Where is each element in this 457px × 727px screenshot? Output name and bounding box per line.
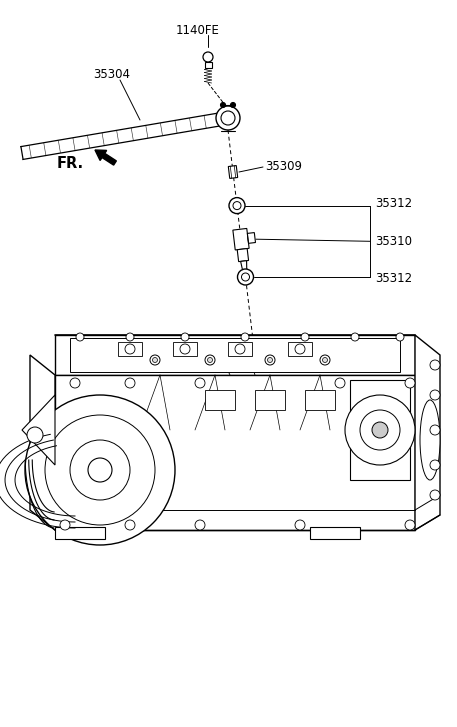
Circle shape bbox=[295, 344, 305, 354]
Bar bbox=[255, 390, 285, 410]
Circle shape bbox=[335, 378, 345, 388]
Polygon shape bbox=[30, 355, 55, 530]
Polygon shape bbox=[55, 335, 415, 375]
Circle shape bbox=[430, 390, 440, 400]
Circle shape bbox=[265, 355, 275, 365]
Text: 35310: 35310 bbox=[375, 235, 412, 248]
Circle shape bbox=[203, 52, 213, 62]
Circle shape bbox=[207, 358, 213, 363]
Circle shape bbox=[126, 333, 134, 341]
Circle shape bbox=[70, 440, 130, 500]
Circle shape bbox=[323, 358, 328, 363]
Circle shape bbox=[150, 355, 160, 365]
Circle shape bbox=[229, 198, 245, 214]
Circle shape bbox=[60, 520, 70, 530]
Circle shape bbox=[430, 360, 440, 370]
Circle shape bbox=[241, 273, 250, 281]
Bar bbox=[350, 380, 410, 480]
Polygon shape bbox=[233, 228, 249, 250]
Circle shape bbox=[153, 358, 158, 363]
Bar bbox=[70, 338, 400, 372]
Circle shape bbox=[221, 111, 235, 125]
Polygon shape bbox=[237, 249, 249, 262]
Polygon shape bbox=[415, 335, 440, 530]
Circle shape bbox=[205, 355, 215, 365]
Bar bbox=[118, 342, 142, 356]
Polygon shape bbox=[22, 395, 55, 465]
Circle shape bbox=[195, 520, 205, 530]
Polygon shape bbox=[241, 261, 247, 271]
Bar bbox=[173, 342, 197, 356]
Text: 35304: 35304 bbox=[94, 68, 131, 81]
Text: FR.: FR. bbox=[57, 156, 84, 171]
Circle shape bbox=[70, 378, 80, 388]
Circle shape bbox=[430, 460, 440, 470]
Circle shape bbox=[233, 201, 241, 209]
Circle shape bbox=[320, 355, 330, 365]
Bar bbox=[204, 62, 212, 68]
Circle shape bbox=[351, 333, 359, 341]
Polygon shape bbox=[247, 233, 255, 244]
Circle shape bbox=[216, 106, 240, 130]
Circle shape bbox=[372, 422, 388, 438]
Circle shape bbox=[230, 103, 235, 108]
Text: 35312: 35312 bbox=[375, 273, 412, 286]
Circle shape bbox=[88, 458, 112, 482]
Text: 35309: 35309 bbox=[265, 161, 302, 174]
FancyArrow shape bbox=[95, 150, 117, 165]
Circle shape bbox=[238, 269, 254, 285]
Circle shape bbox=[405, 520, 415, 530]
Circle shape bbox=[220, 103, 225, 108]
Circle shape bbox=[125, 520, 135, 530]
Circle shape bbox=[195, 378, 205, 388]
Circle shape bbox=[430, 490, 440, 500]
Circle shape bbox=[295, 520, 305, 530]
Circle shape bbox=[405, 378, 415, 388]
Bar bbox=[288, 342, 312, 356]
Circle shape bbox=[396, 333, 404, 341]
Circle shape bbox=[125, 344, 135, 354]
Polygon shape bbox=[228, 166, 238, 178]
Bar bbox=[310, 527, 360, 539]
Circle shape bbox=[241, 333, 249, 341]
Bar bbox=[55, 527, 105, 539]
Polygon shape bbox=[55, 375, 415, 530]
Circle shape bbox=[181, 333, 189, 341]
Bar bbox=[205, 390, 235, 410]
Bar bbox=[305, 390, 335, 410]
Circle shape bbox=[235, 344, 245, 354]
Circle shape bbox=[301, 333, 309, 341]
Circle shape bbox=[345, 395, 415, 465]
Circle shape bbox=[125, 378, 135, 388]
Circle shape bbox=[76, 333, 84, 341]
Bar bbox=[228, 342, 252, 356]
Circle shape bbox=[180, 344, 190, 354]
Text: 1140FE: 1140FE bbox=[176, 23, 220, 36]
Circle shape bbox=[25, 395, 175, 545]
Circle shape bbox=[267, 358, 272, 363]
Ellipse shape bbox=[420, 400, 440, 480]
Circle shape bbox=[430, 425, 440, 435]
Circle shape bbox=[360, 410, 400, 450]
Text: 35312: 35312 bbox=[375, 197, 412, 210]
Circle shape bbox=[27, 427, 43, 443]
Circle shape bbox=[45, 415, 155, 525]
